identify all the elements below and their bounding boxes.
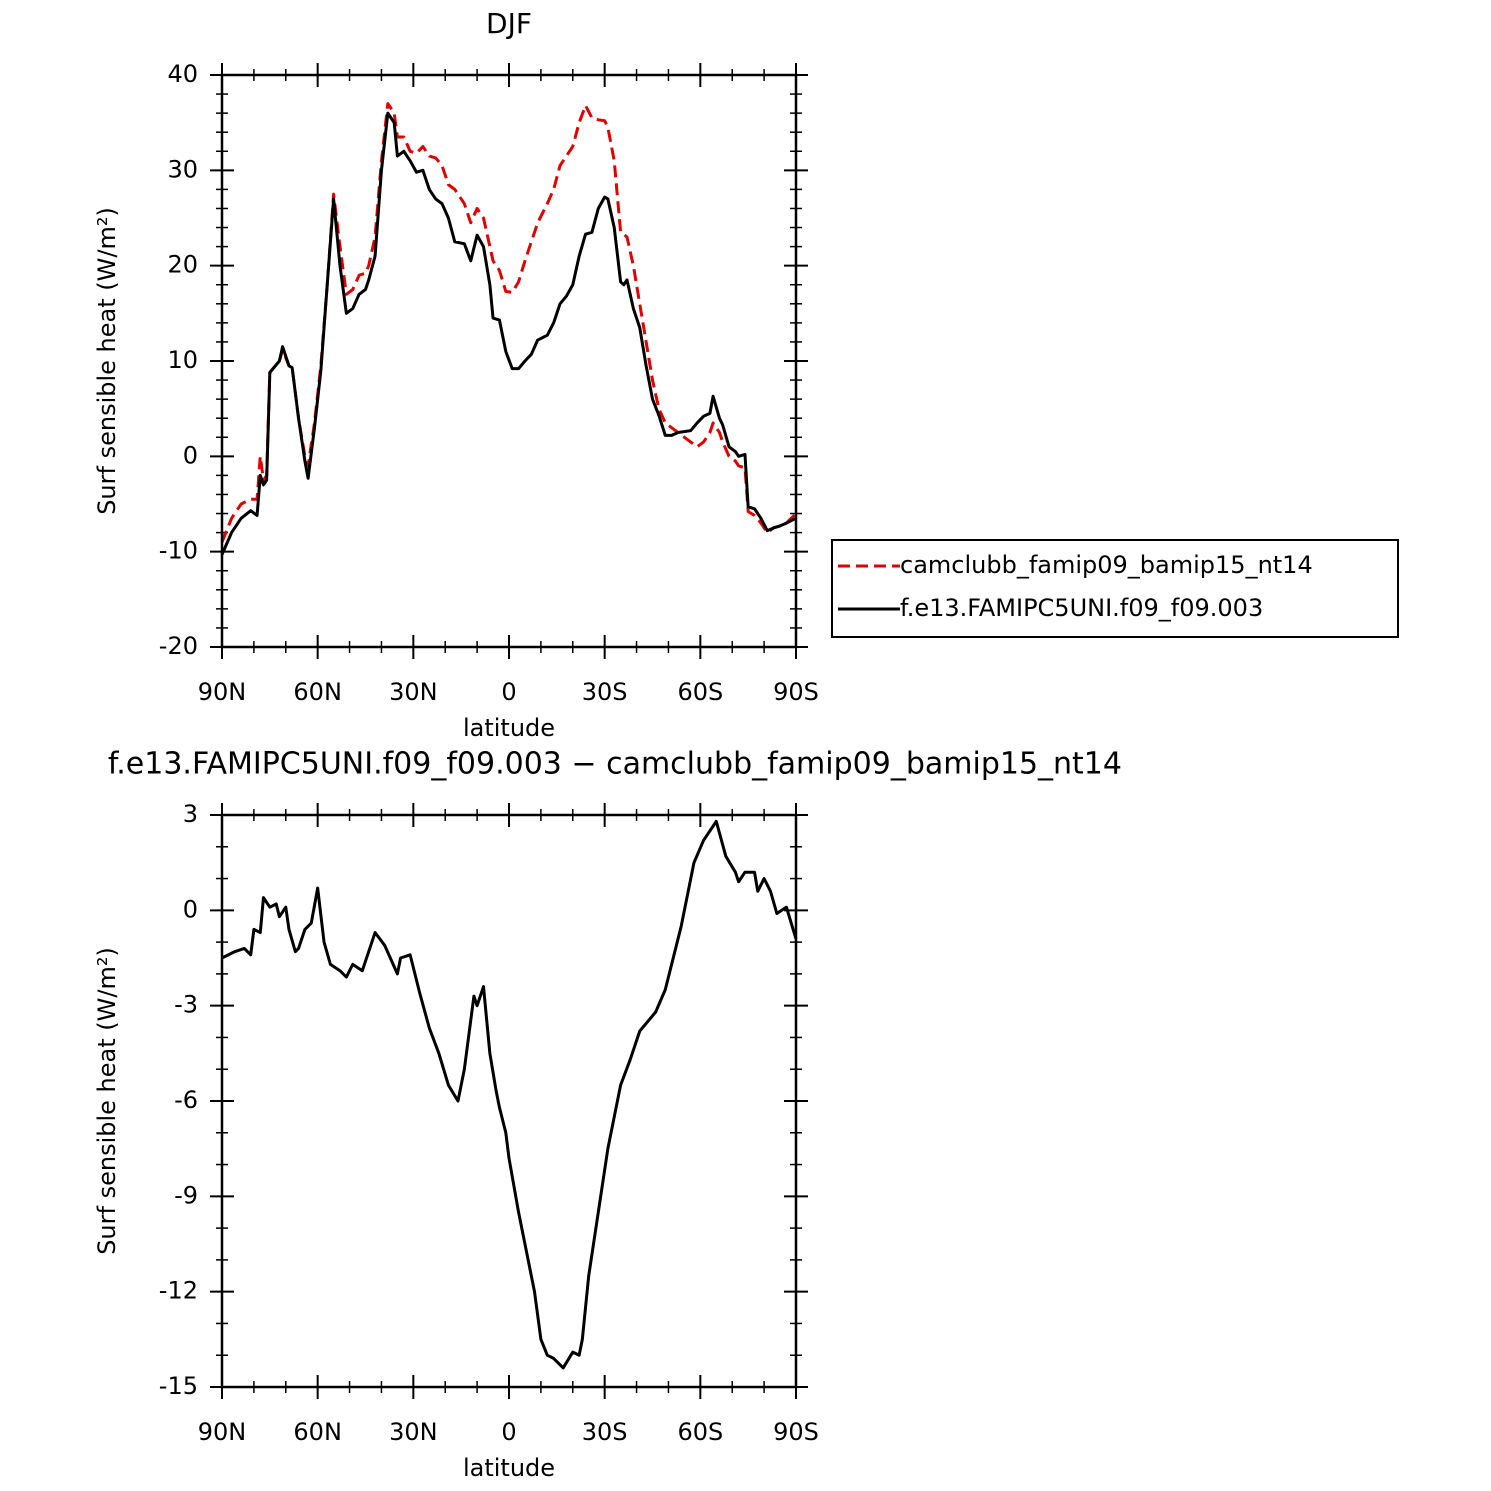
x-tick-label: 30S bbox=[582, 1418, 628, 1446]
y-axis-label: Surf sensible heat (W/m²) bbox=[93, 947, 121, 1255]
data-line bbox=[220, 111, 797, 556]
x-tick-label: 60S bbox=[677, 1418, 723, 1446]
y-tick-label: 0 bbox=[183, 895, 198, 923]
y-tick-label: 30 bbox=[167, 155, 198, 183]
legend-box bbox=[831, 539, 1399, 638]
y-tick-label: 20 bbox=[167, 251, 198, 279]
y-tick-label: -6 bbox=[174, 1086, 198, 1114]
y-axis-label: Surf sensible heat (W/m²) bbox=[93, 207, 121, 515]
plot-frame bbox=[220, 813, 798, 1389]
x-tick-label: 60N bbox=[293, 678, 342, 706]
y-tick-label: -9 bbox=[174, 1181, 198, 1209]
x-tick-label: 90N bbox=[198, 678, 247, 706]
y-tick-label: -3 bbox=[174, 991, 198, 1019]
x-tick-label: 0 bbox=[501, 1418, 516, 1446]
x-tick-label: 90S bbox=[773, 678, 819, 706]
x-tick-label: 90S bbox=[773, 1418, 819, 1446]
x-axis-label: latitude bbox=[463, 1454, 555, 1482]
x-axis-label: latitude bbox=[463, 714, 555, 742]
legend-label: f.e13.FAMIPC5UNI.f09_f09.003 bbox=[900, 594, 1263, 622]
x-tick-label: 30N bbox=[389, 678, 438, 706]
y-tick-label: 0 bbox=[183, 441, 198, 469]
x-tick-label: 60S bbox=[677, 678, 723, 706]
chart-title: DJF bbox=[486, 7, 532, 40]
plot-frame bbox=[220, 73, 798, 649]
y-tick-label: -15 bbox=[159, 1372, 198, 1400]
x-tick-label: 0 bbox=[501, 678, 516, 706]
y-tick-label: 40 bbox=[167, 60, 198, 88]
x-tick-label: 30S bbox=[582, 678, 628, 706]
y-tick-label: -10 bbox=[159, 537, 198, 565]
y-tick-label: 3 bbox=[183, 800, 198, 828]
y-tick-label: -12 bbox=[159, 1277, 198, 1305]
data-line bbox=[221, 819, 798, 1370]
x-tick-label: 30N bbox=[389, 1418, 438, 1446]
x-tick-label: 60N bbox=[293, 1418, 342, 1446]
y-tick-label: -20 bbox=[159, 632, 198, 660]
legend-label: camclubb_famip09_bamip15_nt14 bbox=[900, 551, 1313, 579]
x-tick-label: 90N bbox=[198, 1418, 247, 1446]
chart-title: f.e13.FAMIPC5UNI.f09_f09.003 − camclubb_… bbox=[108, 747, 1122, 782]
y-tick-label: 10 bbox=[167, 346, 198, 374]
